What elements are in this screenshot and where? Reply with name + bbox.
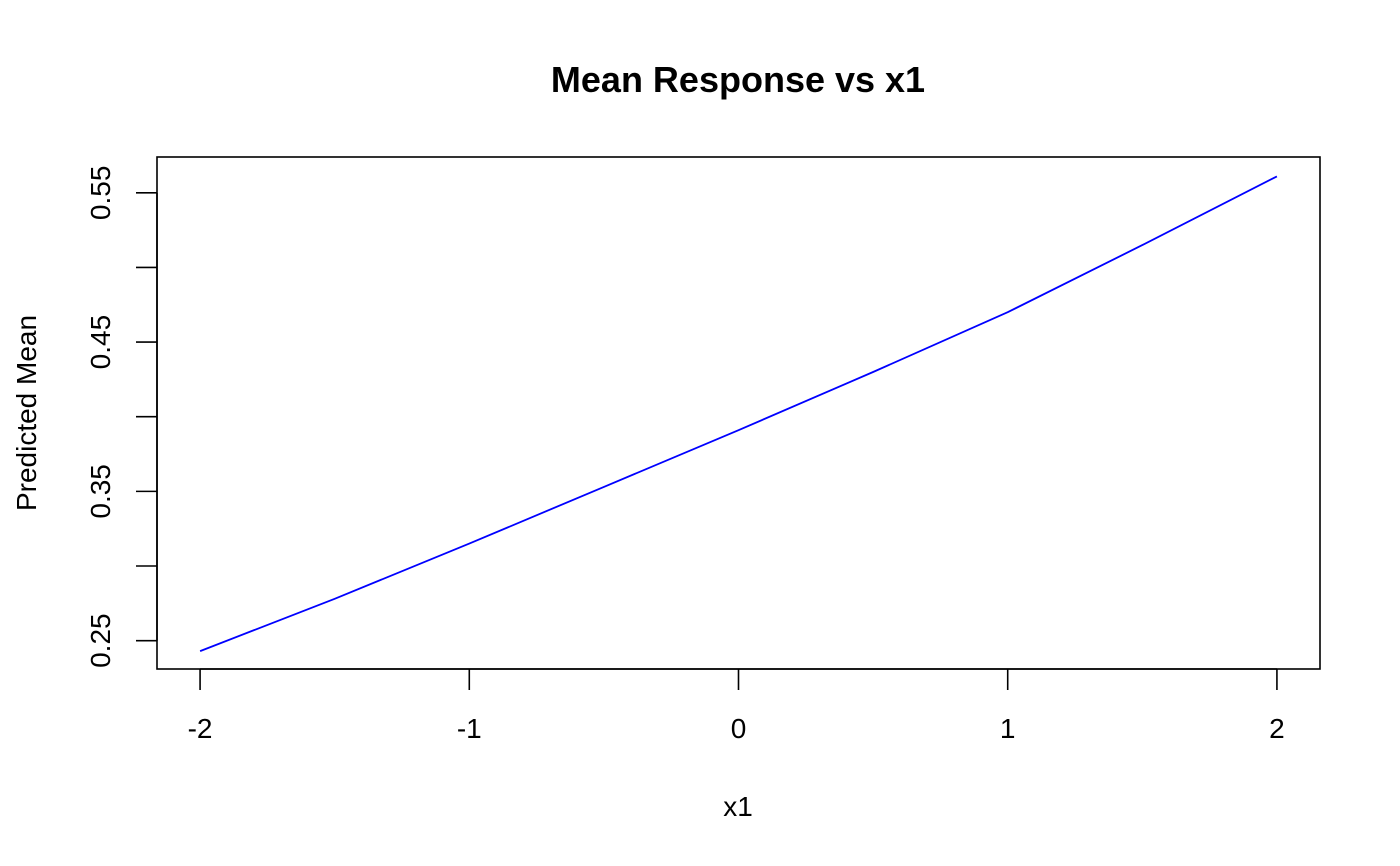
- y-tick-label: 0.45: [85, 315, 116, 370]
- x-tick-label: -2: [188, 713, 213, 744]
- y-tick-label: 0.35: [85, 464, 116, 518]
- x-tick-label: -1: [457, 713, 482, 744]
- x-tick-label: 0: [731, 713, 747, 744]
- y-tick-label: 0.55: [85, 166, 116, 221]
- x-axis: -2 -1 0 1 2: [188, 668, 1285, 744]
- x-tick-label: 1: [1000, 713, 1016, 744]
- y-tick-label: 0.25: [85, 613, 116, 668]
- series-line: [199, 175, 1278, 652]
- y-axis: 0.25 0.35 0.45 0.55: [85, 166, 158, 668]
- plot-frame: [156, 156, 1321, 670]
- y-axis-label: Predicted Mean: [11, 315, 42, 511]
- x-tick-label: 2: [1269, 713, 1285, 744]
- x-axis-label: x1: [723, 791, 753, 822]
- series-layer: [199, 175, 1278, 652]
- chart-title: Mean Response vs x1: [551, 59, 925, 100]
